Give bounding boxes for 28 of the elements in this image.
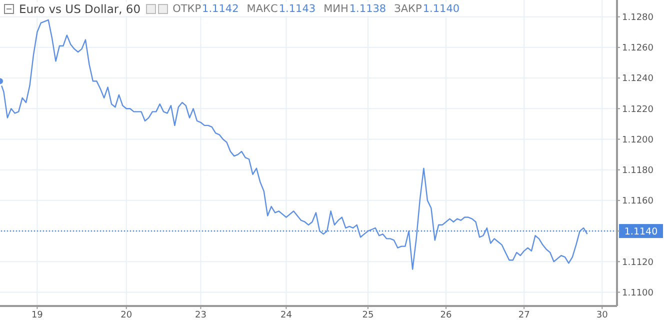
y-tick-label: 1.1240	[622, 74, 654, 84]
x-tick-label: 26	[440, 310, 452, 320]
y-tick-label: 1.1280	[622, 13, 654, 24]
annotation: 1.1138	[349, 3, 386, 15]
annotation: ОТКР	[172, 3, 202, 15]
y-tick-label: 1.1100	[622, 288, 654, 298]
annotation: 1.1143	[278, 3, 316, 15]
chart-title: Euro vs US Dollar, 60	[19, 2, 141, 16]
x-tick-label: 19	[31, 310, 44, 320]
annotation: МАКС	[246, 3, 278, 15]
annotation: МИН	[324, 3, 348, 15]
y-tick-label: 1.1220	[622, 104, 654, 115]
annotation: 1.1142	[202, 3, 239, 15]
line-series	[0, 19, 588, 270]
y-tick-label: 1.1260	[622, 44, 654, 54]
y-tick-label: 1.1160	[622, 196, 654, 207]
y-tick-label: 1.1200	[622, 135, 654, 146]
x-tick-label: 24	[280, 310, 292, 320]
x-tick-label: 25	[362, 310, 374, 320]
x-tick-label: 23	[194, 310, 206, 320]
y-tick-label: 1.1120	[622, 258, 654, 268]
y-tick-label: 1.1180	[622, 166, 654, 176]
x-tick-label: 20	[120, 310, 132, 320]
annotation: ЗАКР	[394, 3, 422, 15]
ref-line-label: 1.1140	[624, 226, 658, 238]
x-tick-label: 30	[596, 310, 608, 320]
annotation: 1.1140	[422, 3, 460, 15]
x-tick-label: 27	[518, 310, 530, 320]
